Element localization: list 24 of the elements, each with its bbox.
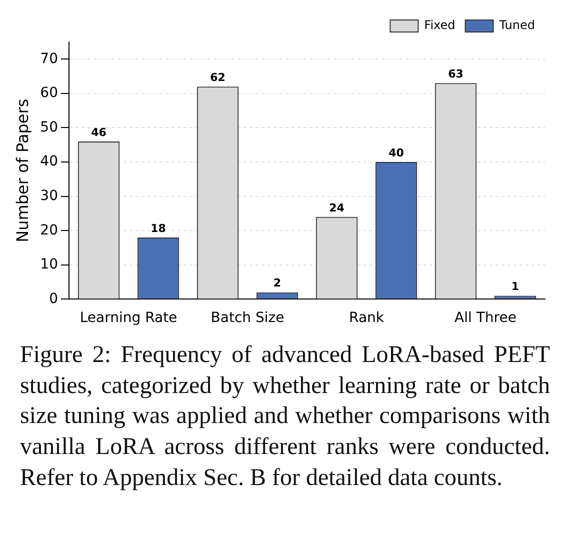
data-label: 24 [329,201,345,214]
y-tick-label: 50 [40,119,58,136]
x-tick-label: Learning Rate [80,310,178,326]
x-tick-label: Batch Size [210,310,284,326]
data-label: 63 [448,68,464,81]
caption: Figure 2: Frequency of advanced LoRA-based PEFT studies, categorized by whether learning rate or batch size tuning was applied and whether comparisons with vanilla LoRA across different ranks were conducted. Refer to Appendix Sec. B for detailed data counts. [20,341,550,493]
y-tick-label: 10 [40,256,58,273]
y-axis-title: Number of Papers [12,98,32,242]
y-tick-label: 30 [40,188,58,204]
y-tick-label: 40 [40,154,58,170]
data-label: 18 [150,222,166,235]
x-tick-label: Rank [349,310,385,326]
y-tick-label: 70 [40,50,58,67]
data-label: 62 [210,70,226,84]
legend-label: Fixed [424,18,456,32]
y-tick-label: 60 [40,85,58,102]
data-label: 40 [388,146,404,160]
y-tick-label: 20 [40,222,58,238]
data-label: 1 [511,280,520,294]
x-tick-label: All Three [454,310,516,326]
data-label: 46 [91,126,107,139]
data-label: 2 [273,276,282,290]
legend-label: Tuned [498,18,535,32]
y-tick-label: 0 [49,290,58,307]
